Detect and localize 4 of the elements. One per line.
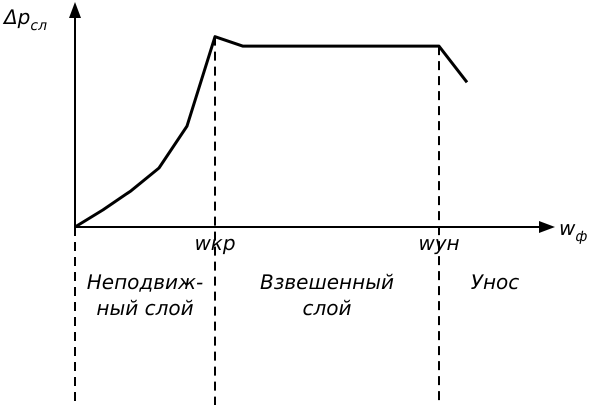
text: Унос <box>470 270 520 294</box>
text: Взвешенный слой <box>260 270 394 320</box>
text: Неподвиж- ный слой <box>86 270 204 320</box>
x-tick-label: wкр <box>194 231 236 256</box>
